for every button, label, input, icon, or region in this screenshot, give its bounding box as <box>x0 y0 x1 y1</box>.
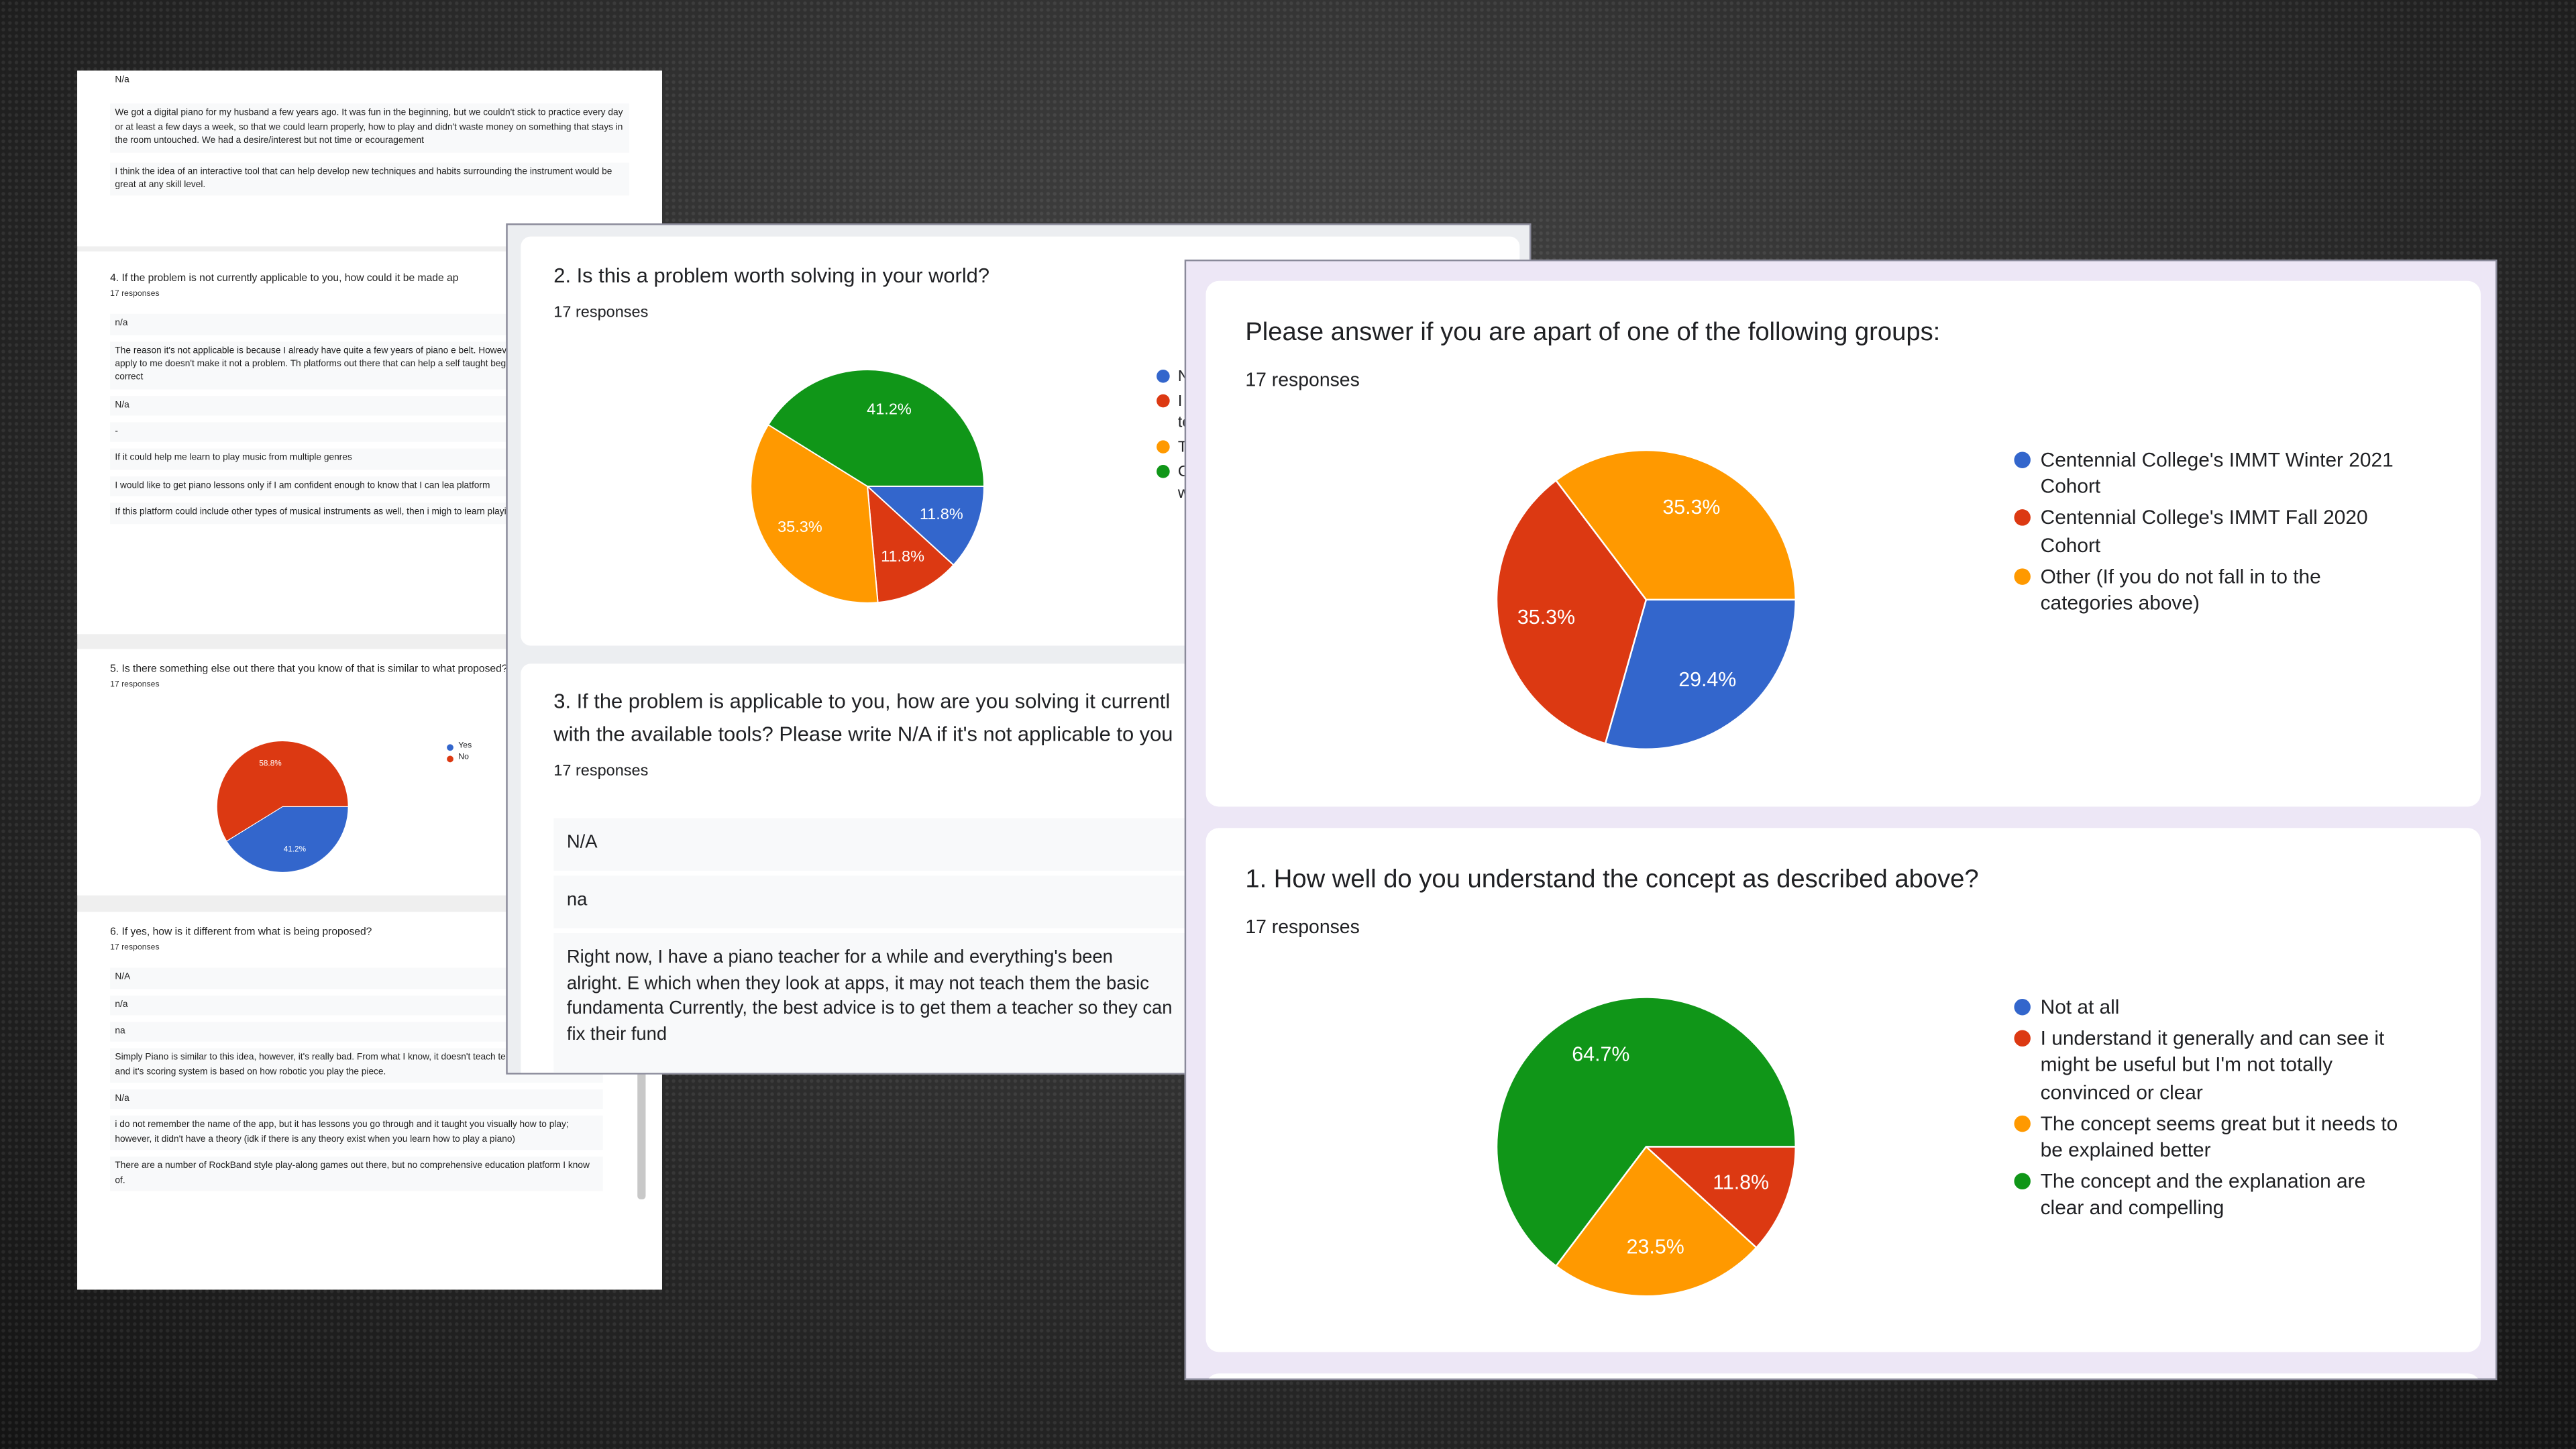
card: N/a We got a digital piano for my husban… <box>77 70 662 247</box>
answer: There are a number of RockBand style pla… <box>110 1157 603 1191</box>
value-label: 11.8% <box>881 547 924 565</box>
pie-chart: 11.8% 23.5% 64.7% <box>1495 996 1796 1297</box>
legend-label: Not at all <box>2040 996 2120 1019</box>
legend-item: Centennial College's IMMT Fall 2020 Coho… <box>2014 505 2408 558</box>
value-label: 11.8% <box>1713 1171 1769 1193</box>
legend-item: No <box>447 753 472 764</box>
value-label: 35.3% <box>777 518 822 535</box>
legend-swatch <box>2014 1030 2031 1047</box>
legend-swatch <box>447 743 453 750</box>
value-label: 64.7% <box>1572 1044 1629 1066</box>
legend-swatch <box>1157 465 1170 478</box>
legend-swatch <box>2014 998 2031 1016</box>
legend-swatch <box>2014 510 2031 527</box>
pie-slice <box>1644 1146 1796 1249</box>
legend-item: The concept seems great but it needs to … <box>2014 1110 2408 1163</box>
pie-slice <box>1495 479 1648 745</box>
pie-slice <box>1495 996 1796 1267</box>
question-title: 5. Is there something else out there tha… <box>110 663 508 676</box>
pie-chart: 29.4% 35.3% 35.3% <box>1495 449 1796 750</box>
response-count: 17 responses <box>110 679 160 690</box>
legend-label: Centennial College's IMMT Fall 2020 Coho… <box>2040 506 2368 557</box>
value-label: 35.3% <box>1517 606 1575 629</box>
question-title: Please answer if you are apart of one of… <box>1245 319 1941 347</box>
card: Please answer if you are apart of one of… <box>1205 280 2481 807</box>
response-count: 17 responses <box>553 762 649 781</box>
legend-item: Not at all <box>2014 994 2408 1021</box>
legend: Not at all I understand it generally and … <box>2014 994 2408 1227</box>
legend-item: Yes <box>447 741 472 752</box>
legend-item: I understand it generally and can see it… <box>2014 1026 2408 1106</box>
value-label: 35.3% <box>1662 496 1720 519</box>
legend-swatch <box>2014 1115 2031 1132</box>
answer: Right now, I have a piano teacher for a … <box>553 933 1187 1062</box>
card: 1. How well do you understand the concep… <box>1205 828 2481 1352</box>
question-title: 1. How well do you understand the concep… <box>1245 865 1979 894</box>
pie-slice <box>226 806 349 873</box>
value-label: 11.8% <box>920 505 963 523</box>
card <box>1205 1373 2481 1379</box>
value-label: 58.8% <box>259 759 282 767</box>
answer: We got a digital piano for my husband a … <box>110 104 629 152</box>
legend-swatch <box>1157 370 1170 383</box>
legend-label: The concept and the explanation are clea… <box>2040 1170 2366 1220</box>
legend-swatch <box>1157 440 1170 453</box>
question-title: 3. If the problem is applicable to you, … <box>553 690 1173 745</box>
legend-label: No <box>458 752 469 763</box>
legend-swatch <box>1157 394 1170 408</box>
value-label: 23.5% <box>1627 1236 1684 1258</box>
answer: i do not remember the name of the app, b… <box>110 1116 603 1150</box>
legend-swatch <box>2014 1173 2031 1190</box>
value-label: 29.4% <box>1678 669 1736 691</box>
legend-label: Centennial College's IMMT Winter 2021 Co… <box>2040 448 2394 498</box>
pie-slice <box>1554 449 1796 601</box>
question-title: 4. If the problem is not currently appli… <box>110 272 459 284</box>
legend-item: Centennial College's IMMT Winter 2021 Co… <box>2014 447 2408 500</box>
legend: Centennial College's IMMT Winter 2021 Co… <box>2014 447 2408 621</box>
pie-slice <box>750 423 879 604</box>
pie-slice <box>1604 598 1796 750</box>
pie-slice <box>1554 1145 1758 1297</box>
answer: I think the idea of an interactive tool … <box>110 162 629 197</box>
right-panel: Please answer if you are apart of one of… <box>1184 259 2498 1381</box>
legend-swatch <box>2014 568 2031 585</box>
response-count: 17 responses <box>553 304 649 323</box>
pie-slice <box>216 740 349 842</box>
value-label: 41.2% <box>867 400 912 417</box>
value-label: 41.2% <box>284 845 307 854</box>
legend-swatch <box>2014 451 2031 468</box>
pie-slice <box>767 369 985 487</box>
response-count: 17 responses <box>1245 370 1360 391</box>
legend: Yes No <box>447 741 472 763</box>
pie-chart: 41.2% 58.8% <box>216 740 349 873</box>
legend-item: Other (If you do not fall in to the cate… <box>2014 564 2408 616</box>
question-title: 6. If yes, how is it different from what… <box>110 926 372 938</box>
pie-slice <box>865 485 985 566</box>
response-count: 17 responses <box>110 942 160 953</box>
legend-item: The concept and the explanation are clea… <box>2014 1169 2408 1222</box>
legend-label: Yes <box>458 741 472 751</box>
legend-swatch <box>447 755 453 762</box>
pie-slice <box>866 484 955 604</box>
answer: N/a <box>110 1089 603 1110</box>
legend-label: I understand it generally and can see it… <box>2040 1027 2385 1104</box>
pie-chart: 11.8% 11.8% 35.3% 41.2% <box>750 369 985 604</box>
response-count: 17 responses <box>110 288 160 299</box>
answer: N/a <box>115 75 129 86</box>
response-count: 17 responses <box>1245 916 1360 938</box>
legend-label: Other (If you do not fall in to the cate… <box>2040 564 2321 614</box>
legend-label: The concept seems great but it needs to … <box>2040 1112 2398 1162</box>
question-title: 2. Is this a problem worth solving in yo… <box>553 264 990 288</box>
